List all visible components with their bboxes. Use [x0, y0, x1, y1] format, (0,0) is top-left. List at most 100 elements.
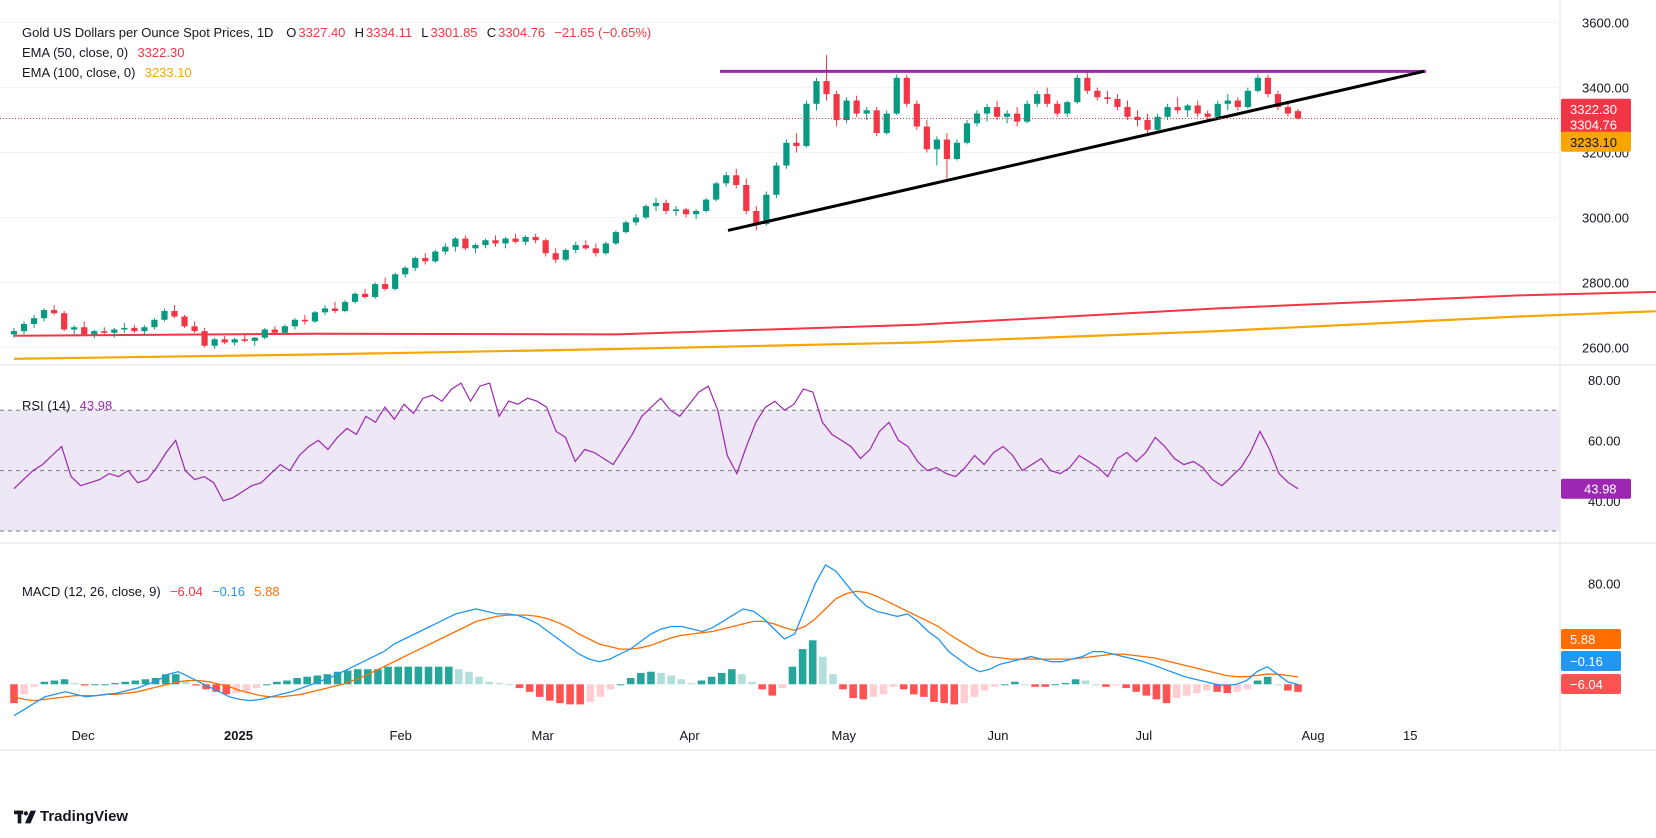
candle-body [1194, 105, 1201, 114]
rsi-legend[interactable]: RSI (14) 43.98 [22, 397, 114, 415]
macd-histogram-bar [91, 684, 99, 686]
last-price-badge-bg [1561, 114, 1631, 135]
macd-histogram-bar [1021, 684, 1029, 686]
candle-body [652, 202, 660, 207]
candle-body [953, 142, 961, 160]
candle-body [713, 183, 720, 200]
macd-histogram-bar [525, 684, 534, 692]
macd-histogram-bar [121, 681, 130, 685]
time-tick-label: Jul [1136, 728, 1153, 743]
candle-body [402, 267, 409, 275]
candle-body [1184, 105, 1191, 111]
candle-body [101, 331, 108, 333]
candle-body [30, 318, 38, 325]
candle-body [201, 331, 208, 346]
macd-histogram-bar [1243, 684, 1252, 690]
macd-histogram-bar [1162, 684, 1171, 704]
macd-histogram-bar [849, 684, 857, 699]
macd-histogram-bar [273, 681, 281, 685]
macd-histogram-bar [283, 680, 291, 685]
macd-histogram-bar [556, 684, 564, 704]
macd-histogram-bar [1233, 684, 1242, 692]
macd-line-badge-bg [1561, 651, 1621, 671]
time-tick-label: May [832, 728, 857, 743]
candle-body [1214, 103, 1221, 117]
macd-line [13, 563, 1299, 717]
macd-signal-badge: 5.88 [1570, 632, 1595, 647]
macd-histogram-bar [182, 680, 190, 685]
macd-histogram-bar [970, 684, 979, 697]
candle-body [171, 311, 178, 317]
macd-histogram-bar [910, 684, 918, 695]
candle-body [271, 329, 278, 333]
candle-body [1014, 113, 1021, 122]
macd-histogram-bar [111, 683, 119, 685]
rsi-last-value-badge: 43.98 [1584, 482, 1617, 497]
candle-body [773, 165, 780, 195]
macd-histogram-bar [262, 684, 271, 686]
candle-body [502, 238, 509, 244]
macd-histogram-bar [212, 684, 220, 692]
candle-body [883, 113, 890, 134]
candle-body [191, 326, 198, 332]
macd-histogram-bar [60, 679, 69, 685]
macd-histogram-bar [1142, 684, 1151, 696]
macd-histogram-bar [1031, 684, 1039, 687]
macd-histogram-bar [1273, 684, 1282, 686]
ema100-legend[interactable]: EMA (100, close, 0) 3233.10 [22, 64, 194, 82]
macd-histogram-bar [647, 671, 655, 685]
macd-histogram-bar [1213, 684, 1221, 692]
macd-histogram-bar [293, 678, 301, 685]
macd-histogram-bar [434, 666, 443, 685]
candle-body [462, 238, 469, 249]
candle-body [552, 253, 559, 260]
candle-body [1234, 100, 1241, 108]
macd-histogram-bar [1203, 684, 1211, 691]
macd-histogram-bar [546, 684, 554, 701]
time-tick-label: Feb [390, 728, 412, 743]
time-tick-label: Jun [988, 728, 1009, 743]
ema50-legend[interactable]: EMA (50, close, 0) 3322.30 [22, 44, 186, 62]
macd-histogram-bar [859, 684, 868, 700]
chart-title: Gold US Dollars per Ounce Spot Prices, 1… [22, 25, 274, 40]
candle-body [281, 326, 288, 333]
candle-body [923, 126, 930, 150]
macd-histogram-bar [161, 674, 170, 685]
macd-histogram-bar [242, 684, 251, 692]
macd-histogram-bar [940, 684, 948, 704]
macd-histogram-bar [586, 684, 595, 702]
candle-body [392, 274, 399, 289]
candle-body [522, 236, 529, 242]
candle-body [40, 310, 48, 319]
macd-histogram-bar [192, 684, 200, 686]
candle-body [943, 139, 951, 160]
macd-histogram-bar [606, 684, 615, 690]
tradingview-logo[interactable]: TradingView [14, 808, 128, 825]
candle-body [803, 103, 810, 147]
macd-legend[interactable]: MACD (12, 26, close, 9) −6.04 −0.16 5.88 [22, 583, 282, 601]
candle-body [91, 331, 98, 335]
high-value: 3334.11 [366, 25, 413, 40]
macd-histogram-bar [10, 684, 18, 704]
price-tick-label: 3600.00 [1582, 16, 1629, 31]
ema100-price-badge: 3233.10 [1570, 135, 1617, 150]
macd-histogram-bar [717, 672, 726, 685]
candle-body [1244, 90, 1251, 108]
time-tick-label: Dec [72, 728, 96, 743]
macd-histogram-bar [50, 680, 59, 685]
candle-body [1074, 77, 1081, 103]
close-value: 3304.76 [498, 25, 546, 40]
macd-histogram-bar [343, 670, 352, 685]
candle-body [422, 258, 429, 262]
macd-histogram-bar [980, 684, 989, 691]
candle-body [71, 327, 78, 330]
macd-histogram-bar [1253, 680, 1262, 685]
macd-histogram-bar [1132, 684, 1141, 692]
candle-body [321, 308, 329, 313]
candle-body [1254, 77, 1261, 91]
candle-body [291, 319, 298, 327]
macd-histogram-bar [697, 680, 706, 685]
macd-histogram-bar [1193, 684, 1201, 694]
macd-histogram-bar [1263, 676, 1272, 685]
macd-histogram-bar [788, 666, 797, 685]
